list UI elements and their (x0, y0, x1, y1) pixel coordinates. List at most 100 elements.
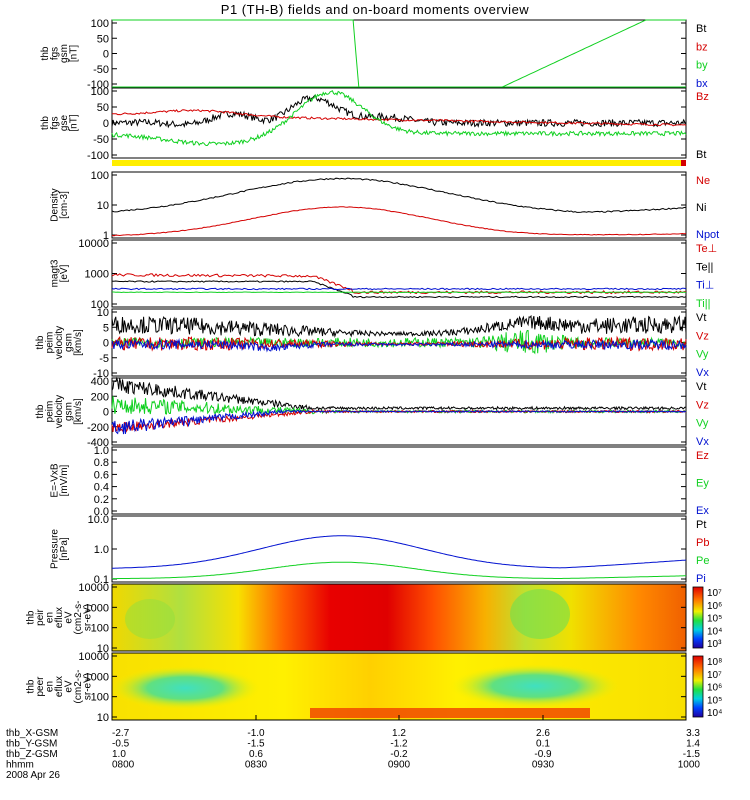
y-tick-label: 100 (91, 18, 109, 30)
y-tick-label: 0.8 (94, 457, 109, 469)
y-tick-label: 0 (103, 338, 109, 350)
legend-Vz: Vz (696, 330, 709, 342)
legend-Npot: Npot (696, 229, 719, 241)
colorbar-p10 (692, 655, 704, 718)
y-tick-label: 10 (97, 643, 109, 655)
y-axis-label: en (45, 681, 56, 692)
x-tick-label: 0.1 (536, 739, 550, 750)
y-axis-label: (cm2-s- (73, 601, 84, 635)
legend-Ey: Ey (696, 478, 709, 490)
y-tick-label: 50 (97, 102, 109, 114)
x-tick-label: 3.3 (686, 728, 700, 739)
panel-p3: 100 10 1 Density[cm-3] Ne Ni Npot (49, 170, 719, 242)
y-axis-label: eflux (54, 607, 65, 628)
y-axis-label: sr-eV) (83, 604, 94, 631)
y-axis-label: gsm (64, 333, 75, 352)
heatmap-p9 (112, 584, 686, 651)
panel-p4: 10000 1000 100 magt3[eV] Te⊥ Te|| Ti⊥ Ti|| (49, 238, 717, 311)
x-tick-label: 0800 (112, 760, 135, 771)
y-tick-label: 5 (103, 322, 109, 334)
colorbar-label: 10⁶ (707, 601, 722, 612)
y-tick-label: 0.6 (94, 469, 109, 481)
x-tick-label: 0830 (245, 760, 268, 771)
colorbar-label: 10⁶ (707, 683, 722, 694)
y-axis-label: [nT] (68, 114, 79, 131)
panel-frame-p9 (111, 583, 687, 652)
y-axis-label: [eV] (59, 264, 70, 282)
legend-Pe: Pe (696, 555, 709, 567)
x-tick-label: -1.0 (247, 728, 265, 739)
colorbar-label: 10⁴ (707, 626, 722, 637)
y-axis-label: magt3 (49, 259, 60, 287)
heatmap-feature (450, 664, 620, 708)
legend-bz: bz (696, 41, 708, 53)
legend-Te⊥: Te⊥ (696, 243, 717, 255)
y-axis-label: eV (64, 680, 75, 693)
legend-Vy: Vy (696, 418, 709, 430)
x-tick-label: 0900 (388, 760, 411, 771)
legend-Ti||: Ti|| (696, 298, 710, 310)
y-axis-label: Density (49, 188, 60, 221)
x-tick-label: 0930 (532, 760, 555, 771)
y-axis-label: [km/s] (73, 329, 84, 356)
series-Ti-par (112, 291, 687, 294)
x-tick-label: -0.5 (112, 739, 130, 750)
legend-Ti⊥: Ti⊥ (696, 280, 714, 292)
y-tick-label: 10000 (78, 582, 109, 594)
y-tick-label: 10 (97, 200, 109, 212)
y-axis-label: (cm2-s- (73, 670, 84, 704)
legend-by: by (696, 60, 708, 72)
y-tick-label: -10 (93, 368, 109, 380)
y-axis-label: [nPa] (59, 537, 70, 561)
y-tick-label: 1.0 (94, 445, 109, 457)
y-tick-label: 0 (103, 118, 109, 130)
y-tick-label: 100 (91, 692, 109, 704)
y-tick-label: 50 (97, 33, 109, 45)
x-row-label: thb_Y-GSM (6, 739, 57, 750)
panel-p7: 1.00.80.60.40.20.0 E=-VxB[mV/m] Ez Ey Ex (49, 445, 709, 518)
y-axis-label: thb (35, 335, 46, 349)
y-tick-label: 100 (91, 623, 109, 635)
x-row-label: thb_Z-GSM (6, 749, 58, 760)
colorbar-label: 10³ (707, 639, 722, 650)
y-tick-label: 400 (91, 376, 109, 388)
legend-Vt: Vt (696, 312, 706, 324)
flag-bar-end (681, 160, 686, 166)
y-tick-label: 10000 (78, 238, 109, 250)
y-tick-label: 0 (103, 407, 109, 419)
y-axis-label: thb (26, 679, 37, 693)
y-tick-label: -100 (87, 79, 109, 91)
y-tick-label: -50 (93, 64, 109, 76)
legend-Pb: Pb (696, 537, 709, 549)
x-tick-label: -1.5 (247, 739, 265, 750)
x-tick-label: 1.2 (392, 728, 406, 739)
y-axis-label: peim (45, 401, 56, 423)
x-tick-label: -2.7 (112, 728, 130, 739)
y-axis-label: [mV/m] (59, 464, 70, 496)
legend-Te||: Te|| (696, 261, 713, 273)
heatmap-feature (310, 708, 590, 718)
y-tick-label: 100 (91, 299, 109, 311)
x-tick-label: -0.2 (390, 749, 408, 760)
legend-bx: bx (696, 78, 708, 90)
y-axis-label: [cm-3] (59, 191, 70, 219)
series-Te-perp (111, 273, 687, 295)
x-tick-label: -1.5 (683, 749, 701, 760)
y-axis-label: gse (59, 115, 70, 132)
y-tick-label: -100 (87, 150, 109, 162)
y-axis-label: thb (35, 404, 46, 418)
y-axis-label: fgs (49, 116, 60, 129)
panel-frame-p7 (111, 446, 687, 515)
legend-Vx: Vx (696, 436, 709, 448)
y-axis-label: peer (35, 676, 46, 697)
x-tick-label: 1000 (678, 760, 701, 771)
series-by (112, 19, 686, 88)
y-tick-label: 0.4 (94, 482, 109, 494)
y-tick-label: 0.0 (94, 506, 109, 518)
date-label: 2008 Apr 26 (6, 770, 60, 781)
series-Bt (111, 94, 687, 129)
